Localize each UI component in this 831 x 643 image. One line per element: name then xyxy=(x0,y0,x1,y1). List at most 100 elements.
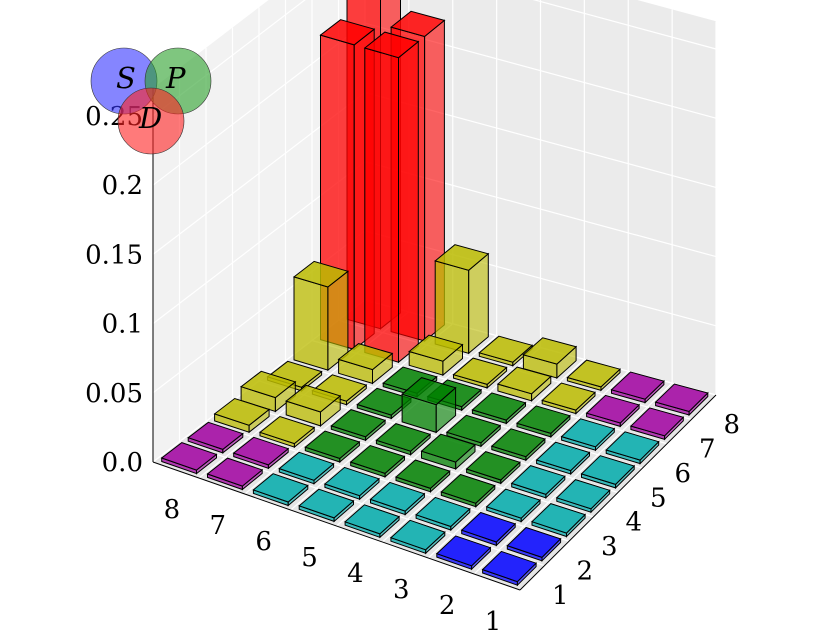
bar-top-face xyxy=(452,357,508,385)
bar xyxy=(323,466,380,501)
bar-top-face xyxy=(298,488,355,519)
bar-top-face xyxy=(278,451,335,481)
bar xyxy=(585,394,641,428)
bar xyxy=(506,526,562,562)
bar-top-face xyxy=(420,433,476,463)
floor-grid-line xyxy=(381,358,585,543)
bar-top-face xyxy=(160,442,218,471)
venn-label-p: P xyxy=(165,61,186,95)
bar xyxy=(566,359,621,392)
y-tick-label: 3 xyxy=(601,532,618,562)
bar xyxy=(471,392,527,425)
bar-top-face xyxy=(555,479,611,510)
bar-top-face xyxy=(506,526,562,558)
bar xyxy=(610,371,665,404)
bar-top-face xyxy=(535,441,591,472)
bar xyxy=(232,436,290,470)
bar-top-face xyxy=(580,455,636,485)
z-grid-line xyxy=(152,0,717,117)
bar xyxy=(535,441,591,476)
z-tick-label: 0.0 xyxy=(102,448,143,478)
bar xyxy=(258,415,316,449)
bar xyxy=(408,334,464,377)
bar xyxy=(389,519,446,555)
bar xyxy=(478,335,534,367)
bar-top-face xyxy=(323,466,380,497)
bar-top-face xyxy=(541,382,596,411)
bar-top-face xyxy=(435,535,492,567)
floor-grid-line xyxy=(427,370,629,559)
bar-top-face xyxy=(395,459,451,489)
bar-side-face xyxy=(398,40,419,364)
bar-top-face xyxy=(481,550,538,583)
bar xyxy=(452,357,508,389)
z-tick-label: 0.1 xyxy=(102,310,143,340)
bar-top-face xyxy=(292,260,349,288)
bar-top-face xyxy=(415,496,471,528)
bar-top-face xyxy=(363,31,420,59)
bar xyxy=(330,409,387,442)
bar xyxy=(440,473,496,508)
x-tick-label: 2 xyxy=(439,591,456,621)
bar xyxy=(654,383,709,417)
bar-top-face xyxy=(240,370,297,399)
venn-label-d: D xyxy=(138,101,162,135)
bar xyxy=(349,444,406,478)
x-tick-label: 1 xyxy=(485,607,502,637)
bar-top-face xyxy=(560,418,616,448)
bar-top-face xyxy=(460,511,517,543)
bar-top-face xyxy=(605,431,660,461)
bar-top-face xyxy=(206,457,264,487)
bar xyxy=(285,384,342,427)
bar-top-face xyxy=(319,19,376,46)
bar xyxy=(420,433,476,471)
bar-top-face xyxy=(232,436,290,466)
bar-top-face xyxy=(610,371,665,400)
bar xyxy=(344,504,401,539)
bar xyxy=(510,465,566,499)
z-tick-label: 0.15 xyxy=(85,240,143,270)
bar xyxy=(485,488,541,523)
bar-top-face xyxy=(213,397,271,426)
bar xyxy=(363,31,420,364)
x-tick-label: 4 xyxy=(347,559,364,589)
z-tick-label: 0.2 xyxy=(102,171,143,201)
bar xyxy=(460,511,517,547)
x-tick-label: 3 xyxy=(393,575,410,605)
bar-top-face xyxy=(401,377,457,406)
bar xyxy=(465,451,521,485)
bar-top-face xyxy=(258,415,316,445)
bar-top-face xyxy=(390,10,446,38)
bar xyxy=(369,481,426,516)
bar-top-face xyxy=(344,504,401,535)
bar-top-face xyxy=(510,465,566,495)
bar-top-face xyxy=(516,405,571,434)
bar xyxy=(580,455,636,490)
bar xyxy=(555,479,611,514)
bar-top-face xyxy=(440,473,496,504)
x-axis-line xyxy=(152,461,521,591)
x-tick-label: 6 xyxy=(255,527,272,557)
bar xyxy=(298,488,355,523)
bar-top-face xyxy=(375,423,432,452)
x-tick-label: 8 xyxy=(164,495,181,525)
bar xyxy=(531,503,587,538)
y-tick-label: 1 xyxy=(552,581,569,611)
y-axis-line xyxy=(519,394,717,591)
bar xyxy=(304,430,361,464)
bar-top-face xyxy=(629,407,685,437)
y-tick-label: 8 xyxy=(723,410,740,440)
bar-top-face xyxy=(478,335,534,363)
bar xyxy=(516,405,571,439)
bar xyxy=(375,423,432,456)
bar xyxy=(605,431,660,465)
bar xyxy=(160,442,218,475)
venn-legend: S P D xyxy=(90,47,212,155)
bar xyxy=(395,459,451,493)
bar-top-face xyxy=(330,409,387,438)
bar xyxy=(187,421,244,454)
bar-front-face xyxy=(364,47,399,363)
x-tick-label: 7 xyxy=(210,511,227,541)
bar-top-face xyxy=(531,503,587,534)
